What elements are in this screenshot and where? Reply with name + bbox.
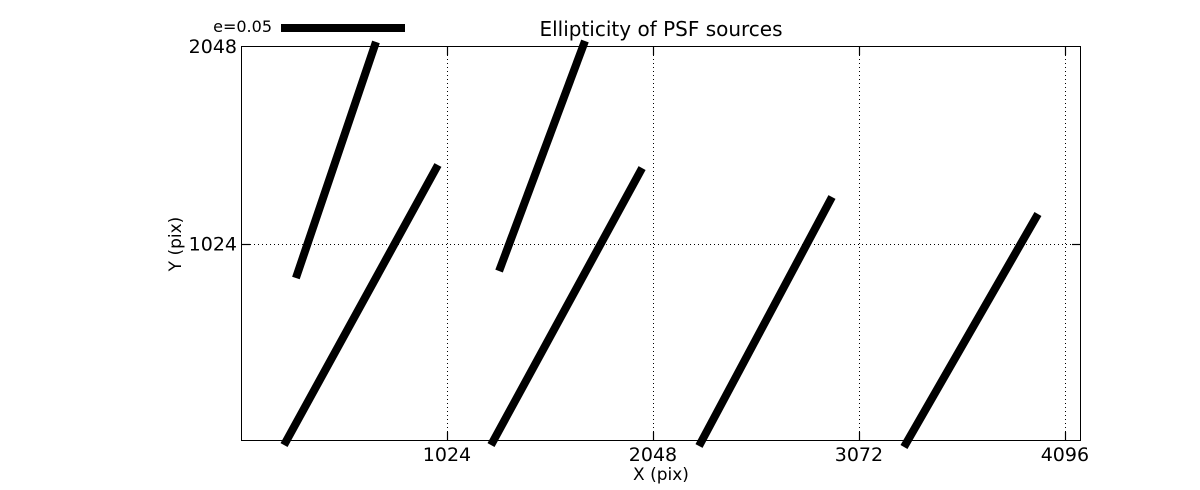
whisker-segment-4 <box>487 166 646 447</box>
whisker-segment-1 <box>292 40 380 280</box>
x-tick-label-1024: 1024 <box>423 444 471 466</box>
y-tick-label-2048: 2048 <box>189 36 237 58</box>
legend-sample-line <box>281 24 405 32</box>
x-tick-label-4096: 4096 <box>1041 444 1089 466</box>
chart-title: Ellipticity of PSF sources <box>539 17 783 41</box>
axes-frame <box>241 46 1081 441</box>
whisker-segment-5 <box>695 195 836 448</box>
whisker-segment-6 <box>900 211 1042 449</box>
y-axis-label: Y (pix) <box>166 216 186 272</box>
legend-label: e=0.05 <box>213 17 272 36</box>
x-axis-label: X (pix) <box>633 465 689 485</box>
x-tick-label-2048: 2048 <box>629 444 677 466</box>
whisker-segment-3 <box>495 39 589 273</box>
y-tick-label-1024: 1024 <box>189 234 237 256</box>
x-tick-label-3072: 3072 <box>835 444 883 466</box>
whisker-segment-2 <box>280 163 442 447</box>
